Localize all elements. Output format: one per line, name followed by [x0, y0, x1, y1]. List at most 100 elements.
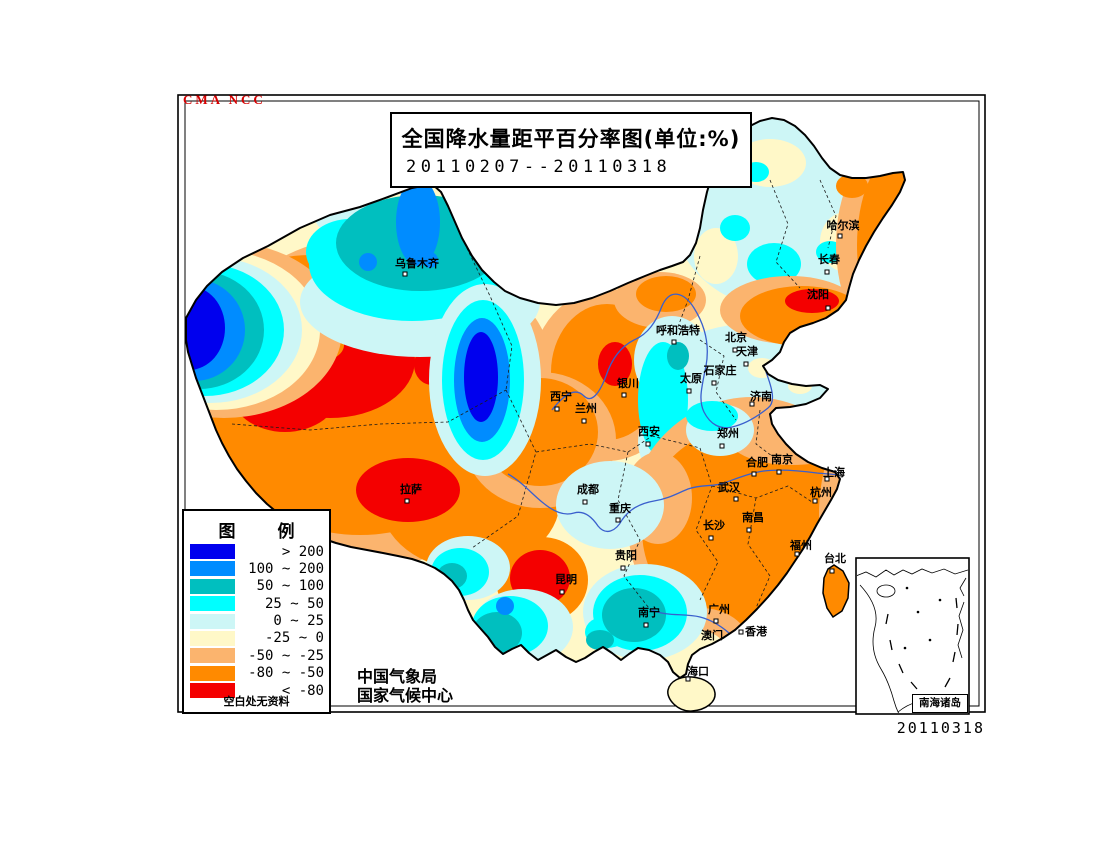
pearl-river: [651, 609, 730, 634]
city-marker: [559, 589, 565, 595]
city-marker: [643, 622, 649, 628]
org-line2: 国家气候中心: [357, 686, 454, 705]
city-marker: [582, 499, 588, 505]
island-dots: [903, 586, 942, 650]
city-label: 武汉: [718, 480, 741, 494]
city-marker: [711, 380, 717, 386]
inset-label: 南海诸岛: [912, 694, 968, 713]
city-label: 天津: [736, 344, 758, 358]
city-label: 哈尔滨: [827, 218, 860, 232]
city-marker: [825, 305, 831, 311]
legend-label: 50 ~ 100: [256, 578, 324, 595]
city-marker: [708, 535, 714, 541]
city-marker: [404, 498, 410, 504]
legend-note: 空白处无资料: [223, 695, 290, 708]
city-marker: [776, 469, 782, 475]
city-label: 合肥: [746, 455, 768, 469]
city-label: 贵阳: [615, 548, 637, 562]
city-label: 澳门: [701, 628, 723, 642]
city-label: 西宁: [550, 389, 572, 403]
city-marker: [733, 496, 739, 502]
city-marker: [794, 551, 800, 557]
legend-item: > 200: [190, 543, 324, 560]
legend-swatch: [190, 630, 235, 646]
legend-swatch: [190, 665, 235, 681]
city-marker: [685, 676, 691, 682]
city-marker: [824, 476, 830, 482]
city-label: 南京: [771, 452, 793, 466]
city-label: 郑州: [717, 426, 739, 440]
nine-dash-line: [885, 597, 959, 690]
legend-label: 25 ~ 50: [264, 595, 324, 612]
city-label: 昆明: [555, 573, 577, 586]
legend-swatch: [190, 648, 235, 664]
map-title: 全国降水量距平百分率图(单位:%): [401, 127, 741, 151]
city-marker: [554, 406, 560, 412]
cma-ncc-watermark: CMA NCC: [183, 92, 266, 107]
map-frame: [177, 94, 986, 713]
date-range: 20110207--20110318: [406, 157, 672, 177]
city-label: 上海: [823, 465, 845, 479]
city-label: 济南: [750, 389, 772, 403]
city-marker: [749, 401, 755, 407]
city-label: 南昌: [742, 510, 764, 524]
city-marker: [719, 443, 725, 449]
legend-item: -50 ~ -25: [190, 647, 324, 664]
legend-swatch: [190, 561, 235, 577]
city-label: 香港: [744, 624, 768, 638]
legend-rows: > 200 100 ~ 200 50 ~ 100 25 ~ 50 0 ~ 25 -25 ~…: [190, 544, 324, 701]
city-marker: [620, 565, 626, 571]
inset-map-south-china-sea: [855, 557, 970, 715]
org-caption: 中国气象局 国家气候中心: [357, 667, 453, 705]
city-label: 重庆: [609, 501, 631, 515]
hainan-island: [667, 676, 716, 712]
city-marker: [615, 517, 621, 523]
city-label: 石家庄: [703, 363, 737, 377]
city-marker: [671, 339, 677, 345]
bottom-date: 20110318: [896, 719, 985, 737]
city-label: 台北: [824, 551, 846, 565]
city-marker: [713, 618, 719, 624]
city-marker: [738, 629, 744, 635]
legend: 图 例 > 200 100 ~ 200 50 ~ 100 25 ~ 50 0 ~ 25-…: [182, 509, 331, 714]
legend-swatch: [190, 683, 235, 699]
city-marker: [645, 441, 651, 447]
title-box: 全国降水量距平百分率图(单位:%) 20110207--20110318: [390, 112, 752, 188]
city-label: 长春: [818, 252, 841, 266]
legend-item: -80 ~ -50: [190, 665, 324, 681]
city-label: 广州: [708, 602, 730, 616]
city-marker: [732, 347, 738, 353]
province-borders: [231, 179, 837, 613]
city-label: 乌鲁木齐: [395, 256, 440, 270]
city-marker: [686, 388, 692, 394]
legend-label: < -80: [281, 682, 324, 699]
city-label: 拉萨: [400, 482, 422, 496]
legend-swatch: [190, 596, 235, 612]
city-label: 杭州: [810, 485, 832, 499]
legend-item: 25 ~ 50: [190, 595, 324, 612]
city-label: 呼和浩特: [656, 323, 700, 337]
city-marker: [746, 527, 752, 533]
legend-label: -50 ~ -25: [248, 647, 324, 664]
city-marker: [829, 568, 835, 574]
city-marker: [824, 269, 830, 275]
city-label: 沈阳: [807, 287, 829, 301]
city-label: 兰州: [575, 401, 597, 415]
legend-label: > 200: [281, 543, 324, 560]
city-label: 福州: [789, 538, 812, 552]
legend-swatch: [190, 613, 235, 629]
legend-item: < -80: [190, 682, 324, 699]
city-label: 太原: [679, 371, 702, 385]
org-line1: 中国气象局: [357, 667, 438, 686]
city-marker: [581, 418, 587, 424]
city-label: 成都: [577, 482, 599, 496]
city-label: 海口: [687, 664, 709, 678]
legend-item: 100 ~ 200: [190, 561, 324, 577]
legend-label: 0 ~ 25: [273, 613, 324, 630]
legend-label: -25 ~ 0: [264, 630, 324, 647]
legend-swatch: [190, 544, 235, 559]
city-marker: [837, 233, 843, 239]
